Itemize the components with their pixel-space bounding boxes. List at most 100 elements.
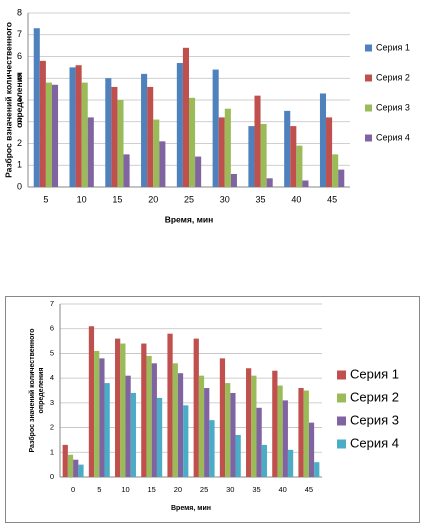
y-tick-label: 7 <box>17 29 22 39</box>
bar <box>94 350 100 477</box>
x-tick-label: 35 <box>256 194 266 204</box>
bar <box>159 141 166 187</box>
legend-label: Серия 1 <box>376 42 410 52</box>
x-tick-label: 20 <box>174 485 182 494</box>
y-axis-label: Разброс значений количественного <box>28 328 36 452</box>
legend-label: Серия 2 <box>350 389 399 404</box>
bar <box>204 388 210 477</box>
bar <box>117 100 124 187</box>
legend-label: Серия 3 <box>350 412 399 427</box>
legend-label: Серия 4 <box>376 132 410 142</box>
y-tick-label: 1 <box>50 447 54 456</box>
y-tick-label: 6 <box>50 324 54 333</box>
y-tick-label: 4 <box>50 373 54 382</box>
chart-frame <box>5 296 420 523</box>
bar <box>141 343 147 477</box>
bar <box>254 95 261 187</box>
y-tick-label: 2 <box>50 423 54 432</box>
x-tick-label: 45 <box>327 194 337 204</box>
bar <box>298 388 304 477</box>
bar <box>45 82 52 187</box>
bar <box>147 86 154 187</box>
bar <box>302 180 309 187</box>
x-tick-label: 40 <box>291 194 301 204</box>
legend-swatch <box>365 74 372 82</box>
bar <box>256 407 262 477</box>
bar <box>212 69 219 187</box>
x-tick-label: 15 <box>148 485 156 494</box>
legend-swatch <box>337 416 346 426</box>
x-tick-label: 15 <box>112 194 122 204</box>
bar <box>51 84 59 187</box>
x-tick-label: 10 <box>77 194 87 204</box>
bar <box>125 375 131 477</box>
bar <box>120 343 126 477</box>
bar <box>272 370 278 477</box>
bar <box>78 464 84 477</box>
legend-swatch <box>337 439 346 449</box>
bar <box>69 67 76 187</box>
legend-label: Серия 4 <box>350 435 399 450</box>
bar <box>338 169 345 187</box>
bar <box>156 397 163 477</box>
x-tick-label: 0 <box>71 485 75 494</box>
y-axis-label: определения <box>14 72 24 128</box>
bar <box>104 383 110 477</box>
x-tick-label: 20 <box>148 194 158 204</box>
x-axis-label: Время, мин <box>171 505 211 512</box>
bar <box>33 28 40 187</box>
bar <box>177 373 184 477</box>
bar <box>87 117 94 187</box>
bar <box>308 422 315 477</box>
x-tick-label: 30 <box>226 485 234 494</box>
y-tick-label: 3 <box>17 116 22 126</box>
bar <box>172 363 178 477</box>
bar <box>62 444 68 477</box>
bar <box>235 434 241 477</box>
x-tick-label: 35 <box>252 485 260 494</box>
x-tick-label: 45 <box>305 485 313 494</box>
bar <box>225 383 231 477</box>
bar <box>230 173 237 187</box>
legend-swatch <box>365 134 372 142</box>
bar <box>319 93 327 187</box>
bar <box>146 355 152 477</box>
bar <box>303 390 309 477</box>
bar <box>183 405 189 477</box>
bar <box>151 363 157 477</box>
bar <box>75 65 82 187</box>
bar <box>189 97 196 187</box>
x-tick-label: 10 <box>121 485 129 494</box>
bar <box>230 392 236 477</box>
y-tick-label: 6 <box>17 51 22 61</box>
x-tick-label: 25 <box>200 485 208 494</box>
bar <box>130 392 136 477</box>
bar <box>176 63 183 187</box>
x-tick-label: 30 <box>220 194 230 204</box>
x-tick-label: 5 <box>43 194 48 204</box>
y-tick-label: 8 <box>17 7 22 17</box>
bar <box>81 82 88 187</box>
bar <box>296 145 303 187</box>
bar <box>287 449 294 477</box>
bar <box>123 154 130 187</box>
bar <box>105 78 112 187</box>
bar <box>198 375 205 477</box>
bar <box>251 375 257 477</box>
bar <box>167 333 173 477</box>
bar <box>39 60 46 187</box>
bar <box>314 462 320 477</box>
bar <box>277 385 283 477</box>
bar <box>218 117 225 187</box>
bar <box>209 420 215 477</box>
bar <box>224 108 231 187</box>
legend-label: Серия 2 <box>376 72 410 82</box>
y-axis-label: Разброс взначений количественного <box>3 22 13 178</box>
bar <box>332 154 339 187</box>
x-tick-label: 40 <box>279 485 287 494</box>
legend-swatch <box>337 370 346 380</box>
bar <box>67 454 74 477</box>
bar <box>260 123 267 187</box>
y-tick-label: 5 <box>17 73 22 83</box>
